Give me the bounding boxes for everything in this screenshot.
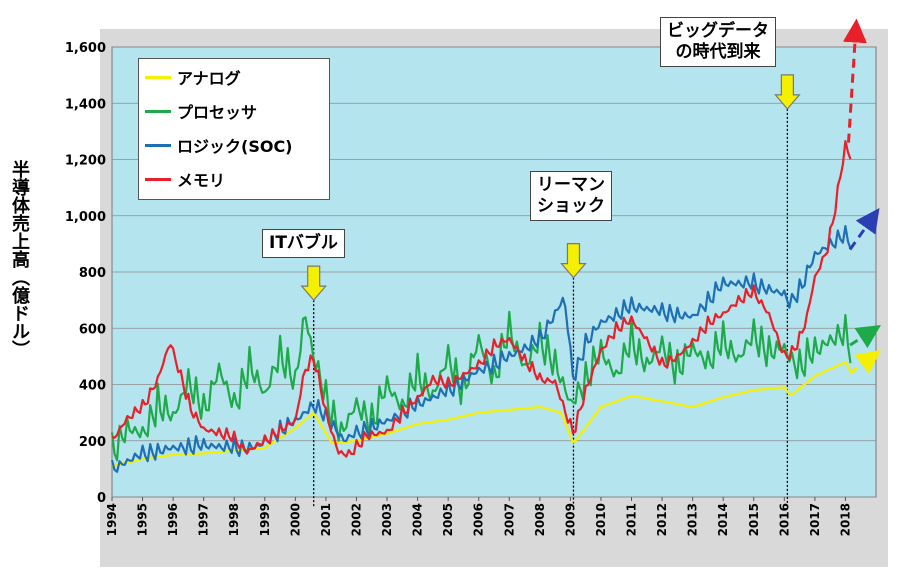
x-tick-label: 2012 xyxy=(655,503,669,536)
annotation-bigdata: ビッグデータ の時代到来 xyxy=(660,17,776,67)
x-tick-label: 2011 xyxy=(625,503,639,536)
x-tick-label: 2008 xyxy=(533,503,547,536)
x-tick-label: 2017 xyxy=(808,503,822,536)
x-tick-label: 2002 xyxy=(349,503,363,536)
series-line-2 xyxy=(110,225,852,473)
x-tick-label: 1994 xyxy=(105,503,119,536)
x-tick-label: 2000 xyxy=(288,503,302,536)
y-tick-label: 800 xyxy=(79,266,106,281)
legend-swatch-processor xyxy=(145,109,171,113)
legend: アナログ プロセッサ ロジック(SOC) メモリ xyxy=(138,58,330,200)
y-tick-label: 200 xyxy=(79,435,106,450)
x-tick-label: 2010 xyxy=(594,503,608,536)
x-tick-label: 2007 xyxy=(502,503,516,536)
legend-swatch-memory xyxy=(145,177,171,181)
x-tick-label: 1997 xyxy=(197,503,211,536)
annotation-it-bubble: ITバブル xyxy=(262,229,345,258)
series-line-3 xyxy=(111,140,852,458)
x-tick-label: 2015 xyxy=(747,503,761,536)
x-tick-label: 2009 xyxy=(563,503,577,536)
y-tick-label: 1,000 xyxy=(65,210,106,225)
event-arrow-bigdata xyxy=(774,74,801,110)
event-arrow-it-bubble xyxy=(300,265,328,302)
annotation-bigdata-line2: の時代到来 xyxy=(675,42,761,62)
y-tick-label: 600 xyxy=(79,322,106,337)
y-tick-label: 0 xyxy=(97,491,106,506)
legend-label-analog: アナログ xyxy=(177,69,241,88)
projection-arrow-3 xyxy=(849,349,881,375)
legend-label-processor: プロセッサ xyxy=(177,103,258,122)
x-tick-label: 2016 xyxy=(777,503,791,536)
x-tick-label: 2003 xyxy=(380,503,394,536)
y-tick-label: 1,400 xyxy=(65,97,106,112)
projection-arrow-2 xyxy=(849,324,882,349)
x-tick-label: 2006 xyxy=(472,503,486,536)
x-tick-label: 2013 xyxy=(686,503,700,536)
annotation-lehman-line2: ショック xyxy=(537,196,605,216)
legend-item-analog: アナログ xyxy=(145,65,241,89)
event-arrow-lehman xyxy=(560,243,587,279)
annotation-lehman: リーマン ショック xyxy=(530,171,612,221)
legend-label-memory: メモリ xyxy=(177,171,226,190)
legend-item-logic: ロジック(SOC) xyxy=(145,133,293,157)
annotation-lehman-line1: リーマン xyxy=(537,175,605,195)
x-tick-label: 2018 xyxy=(838,503,852,536)
x-tick-label: 2014 xyxy=(716,503,730,536)
projection-arrow-1 xyxy=(848,208,880,251)
legend-swatch-analog xyxy=(145,75,171,79)
series-line-0 xyxy=(111,360,852,468)
annotation-bigdata-line1: ビッグデータ xyxy=(667,21,769,41)
y-tick-label: 400 xyxy=(79,379,106,394)
legend-item-processor: プロセッサ xyxy=(145,99,257,123)
x-tick-label: 1996 xyxy=(166,503,180,536)
x-tick-label: 2004 xyxy=(411,503,425,536)
annotation-it-bubble-line1: ITバブル xyxy=(269,233,338,253)
series-line-1 xyxy=(110,310,852,462)
y-tick-label: 1,200 xyxy=(65,154,106,169)
projection-arrow-0 xyxy=(842,18,867,143)
x-tick-label: 2001 xyxy=(319,503,333,536)
x-tick-label: 1995 xyxy=(136,503,150,536)
y-tick-label: 1,600 xyxy=(65,41,106,56)
x-tick-label: 1999 xyxy=(258,503,272,536)
legend-item-memory: メモリ xyxy=(145,167,225,191)
legend-swatch-logic xyxy=(145,143,171,147)
y-axis-label: 半導体売上高（億ドル） xyxy=(9,160,30,358)
legend-label-logic: ロジック(SOC) xyxy=(177,137,293,156)
x-tick-label: 1998 xyxy=(227,503,241,536)
x-tick-label: 2005 xyxy=(441,503,455,536)
